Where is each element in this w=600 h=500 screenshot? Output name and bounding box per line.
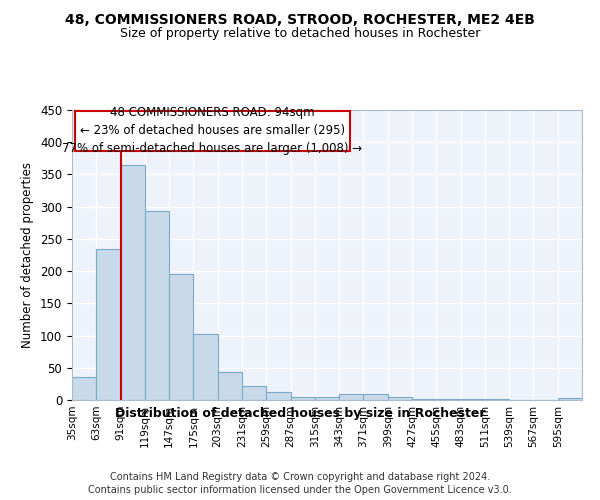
Y-axis label: Number of detached properties: Number of detached properties xyxy=(22,162,34,348)
Bar xyxy=(193,334,218,400)
Bar xyxy=(558,398,582,400)
Bar xyxy=(121,165,145,400)
Text: 48 COMMISSIONERS ROAD: 94sqm
← 23% of detached houses are smaller (295)
77% of s: 48 COMMISSIONERS ROAD: 94sqm ← 23% of de… xyxy=(62,106,362,156)
Bar xyxy=(218,372,242,400)
Text: Distribution of detached houses by size in Rochester: Distribution of detached houses by size … xyxy=(115,408,485,420)
Text: Contains HM Land Registry data © Crown copyright and database right 2024.: Contains HM Land Registry data © Crown c… xyxy=(110,472,490,482)
Bar xyxy=(388,398,412,400)
Bar xyxy=(242,386,266,400)
Bar xyxy=(96,249,121,400)
Text: 48, COMMISSIONERS ROAD, STROOD, ROCHESTER, ME2 4EB: 48, COMMISSIONERS ROAD, STROOD, ROCHESTE… xyxy=(65,12,535,26)
Bar xyxy=(169,274,193,400)
FancyBboxPatch shape xyxy=(74,112,350,150)
Bar xyxy=(145,211,169,400)
Text: Contains public sector information licensed under the Open Government Licence v3: Contains public sector information licen… xyxy=(88,485,512,495)
Bar xyxy=(290,398,315,400)
Bar xyxy=(266,392,290,400)
Bar xyxy=(364,394,388,400)
Bar xyxy=(315,398,339,400)
Text: Size of property relative to detached houses in Rochester: Size of property relative to detached ho… xyxy=(120,28,480,40)
Bar xyxy=(339,394,364,400)
Bar xyxy=(72,378,96,400)
